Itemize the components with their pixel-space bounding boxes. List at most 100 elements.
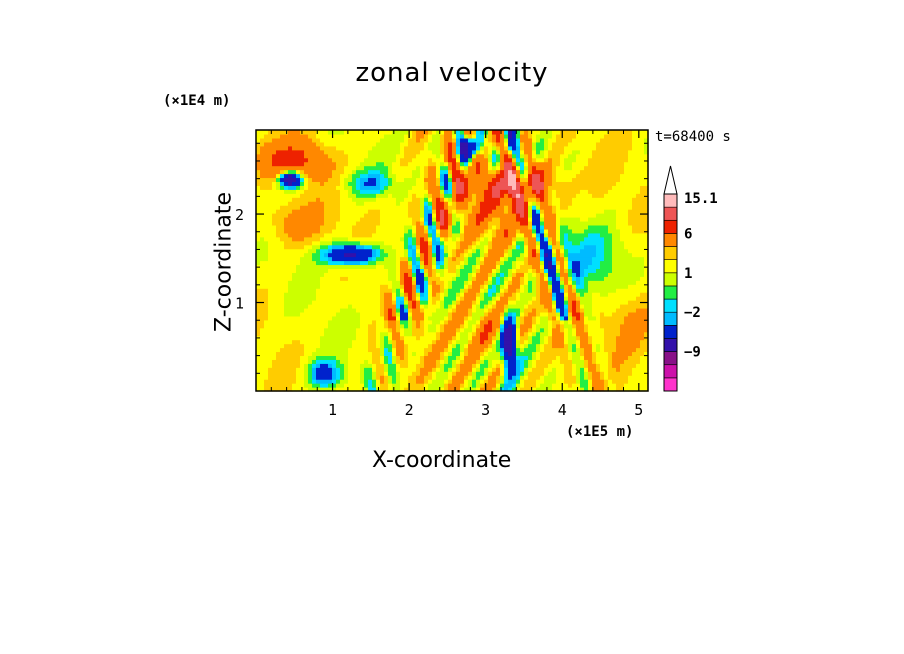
heatmap-cell xyxy=(508,315,513,321)
heatmap-cell xyxy=(340,193,345,198)
heatmap-cell xyxy=(464,165,469,171)
heatmap-cell xyxy=(404,284,409,289)
heatmap-cell xyxy=(360,300,365,305)
heatmap-cell xyxy=(360,217,365,222)
heatmap-cell xyxy=(356,240,361,246)
heatmap-cell xyxy=(388,197,393,202)
heatmap-cell xyxy=(412,181,417,186)
heatmap-cell xyxy=(308,347,313,353)
heatmap-cell xyxy=(552,248,557,254)
heatmap-cell xyxy=(476,197,481,202)
heatmap-cell xyxy=(368,209,373,214)
heatmap-cell xyxy=(288,347,293,353)
heatmap-cell xyxy=(280,300,285,305)
heatmap-cell xyxy=(492,311,497,317)
heatmap-cell xyxy=(312,209,317,214)
heatmap-cell xyxy=(536,173,541,179)
heatmap-cell xyxy=(496,323,501,329)
heatmap-cell xyxy=(480,311,485,317)
heatmap-cell xyxy=(256,189,261,194)
heatmap-cell xyxy=(440,236,445,242)
heatmap-cell xyxy=(516,256,521,262)
heatmap-cell xyxy=(532,248,537,254)
heatmap-cell xyxy=(320,228,325,234)
heatmap-cell xyxy=(524,343,529,349)
heatmap-cell xyxy=(524,193,529,198)
heatmap-cell xyxy=(448,327,453,333)
heatmap-cell xyxy=(348,252,353,258)
heatmap-cell xyxy=(276,272,281,277)
heatmap-cell xyxy=(488,232,493,238)
heatmap-cell xyxy=(352,363,357,368)
heatmap-cell xyxy=(372,217,377,222)
heatmap-cell xyxy=(304,240,309,246)
heatmap-cell xyxy=(516,205,521,210)
heatmap-cell xyxy=(300,276,305,281)
heatmap-cell xyxy=(380,351,385,357)
heatmap-cell xyxy=(484,185,489,190)
heatmap-cell xyxy=(504,387,509,392)
heatmap-cell xyxy=(308,197,313,202)
heatmap-cell xyxy=(432,165,437,171)
heatmap-cell xyxy=(360,213,365,218)
heatmap-cell xyxy=(540,260,545,266)
heatmap-cell xyxy=(332,130,337,135)
heatmap-cell xyxy=(304,213,309,218)
heatmap-cell xyxy=(552,252,557,258)
heatmap-cell xyxy=(412,359,417,364)
heatmap-cell xyxy=(344,288,349,293)
heatmap-cell xyxy=(424,375,429,380)
heatmap-cell xyxy=(548,371,553,376)
heatmap-cell xyxy=(468,335,473,341)
heatmap-cell xyxy=(336,315,341,321)
heatmap-cell xyxy=(420,331,425,337)
heatmap-cell xyxy=(480,236,485,242)
heatmap-cell xyxy=(452,260,457,266)
heatmap-cell xyxy=(292,351,297,357)
heatmap-cell xyxy=(476,248,481,254)
heatmap-cell xyxy=(312,387,317,392)
heatmap-cell xyxy=(424,387,429,392)
heatmap-cell xyxy=(444,256,449,262)
heatmap-cell xyxy=(268,296,273,301)
heatmap-cell xyxy=(476,272,481,277)
heatmap-cell xyxy=(396,351,401,357)
heatmap-cell xyxy=(304,272,309,277)
heatmap-cell xyxy=(368,304,373,309)
heatmap-cell xyxy=(256,375,261,380)
heatmap-cell xyxy=(484,276,489,281)
heatmap-cell xyxy=(516,173,521,179)
heatmap-cell xyxy=(488,130,493,135)
heatmap-cell xyxy=(460,268,465,273)
heatmap-cell xyxy=(304,181,309,186)
heatmap-cell xyxy=(340,268,345,273)
heatmap-cell xyxy=(532,268,537,273)
heatmap-cell xyxy=(432,157,437,163)
heatmap-cell xyxy=(452,228,457,234)
heatmap-cell xyxy=(532,177,537,183)
heatmap-cell xyxy=(352,311,357,317)
heatmap-cell xyxy=(460,260,465,266)
heatmap-cell xyxy=(320,240,325,246)
heatmap-cell xyxy=(368,149,373,155)
heatmap-cell xyxy=(304,193,309,198)
heatmap-cell xyxy=(336,300,341,305)
heatmap-cell xyxy=(436,201,441,206)
heatmap-cell xyxy=(380,379,385,384)
heatmap-cell xyxy=(552,217,557,222)
heatmap-cell xyxy=(424,145,429,151)
heatmap-cell xyxy=(292,189,297,194)
heatmap-cell xyxy=(516,213,521,218)
heatmap-cell xyxy=(556,276,561,281)
heatmap-cell xyxy=(296,387,301,392)
heatmap-cell xyxy=(304,169,309,175)
heatmap-cell xyxy=(388,256,393,262)
heatmap-cell xyxy=(316,157,321,163)
heatmap-cell xyxy=(364,189,369,194)
heatmap-cell xyxy=(368,379,373,384)
heatmap-cell xyxy=(344,331,349,337)
heatmap-cell xyxy=(412,268,417,273)
heatmap-cell xyxy=(352,339,357,345)
heatmap-cell xyxy=(300,133,305,139)
